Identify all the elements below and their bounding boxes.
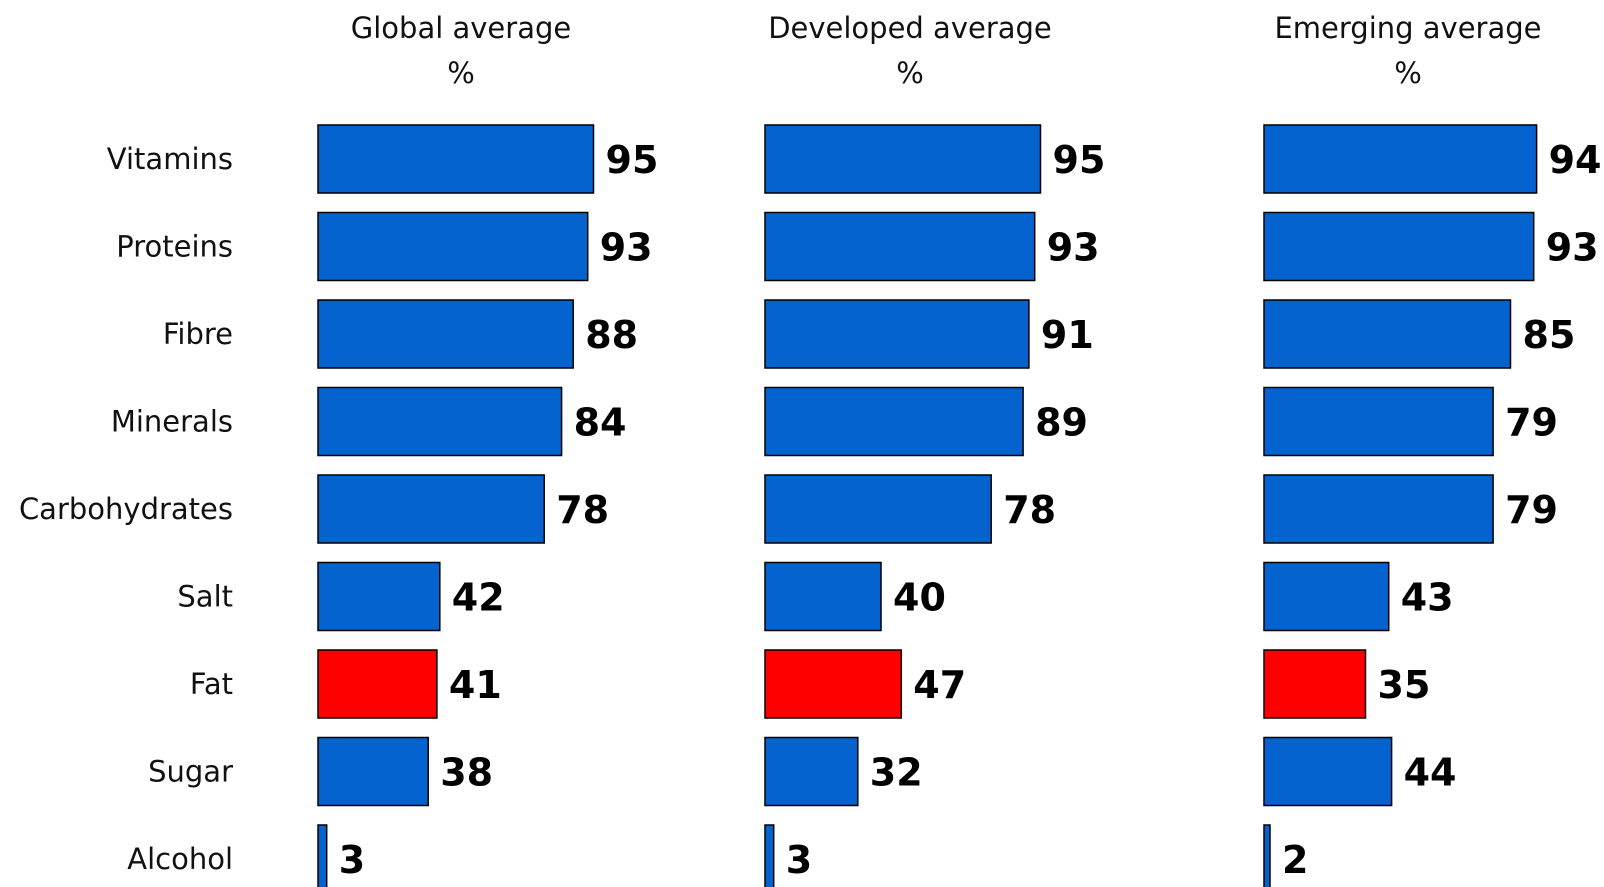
value-label-developed-average-proteins: 93 — [1047, 226, 1100, 270]
value-label-developed-average-minerals: 89 — [1035, 401, 1088, 445]
value-label-emerging-average-minerals: 79 — [1505, 401, 1558, 445]
bar-global-average-alcohol — [317, 824, 328, 887]
bar-global-average-salt — [317, 561, 441, 632]
panel-emerging-average: Emerging average% 94 93 85 79 79 43 35 44 2 — [1263, 11, 1602, 887]
bar-emerging-average-proteins — [1263, 211, 1535, 282]
category-label-fibre: Fibre — [163, 317, 233, 351]
bar-global-average-minerals — [317, 386, 563, 457]
value-label-global-average-salt: 42 — [452, 576, 505, 620]
value-label-emerging-average-sugar: 44 — [1404, 751, 1457, 795]
bar-global-average-vitamins — [317, 124, 595, 194]
value-label-developed-average-salt: 40 — [893, 576, 946, 620]
value-label-emerging-average-vitamins: 94 — [1549, 138, 1602, 182]
category-label-alcohol: Alcohol — [127, 842, 233, 876]
bar-global-average-sugar — [317, 736, 429, 807]
category-label-salt: Salt — [177, 580, 233, 614]
panel-title-developed-average: Developed average — [768, 11, 1052, 45]
value-label-global-average-vitamins: 95 — [606, 138, 659, 182]
value-label-developed-average-fat: 47 — [913, 663, 966, 707]
category-label-vitamins: Vitamins — [107, 142, 233, 176]
bar-emerging-average-fibre — [1263, 299, 1512, 369]
bar-developed-average-vitamins — [764, 124, 1042, 194]
value-label-global-average-alcohol: 3 — [339, 838, 365, 882]
category-label-fat: Fat — [190, 667, 233, 701]
bar-emerging-average-minerals — [1263, 386, 1494, 457]
bar-global-average-fat — [317, 649, 438, 719]
value-label-global-average-proteins: 93 — [600, 226, 653, 270]
value-label-emerging-average-proteins: 93 — [1546, 226, 1599, 270]
value-label-developed-average-sugar: 32 — [870, 751, 923, 795]
bar-emerging-average-vitamins — [1263, 124, 1538, 194]
bar-developed-average-alcohol — [764, 824, 775, 887]
bar-emerging-average-fat — [1263, 649, 1367, 719]
panel-unit-developed-average: % — [896, 56, 924, 90]
bar-developed-average-fibre — [764, 299, 1030, 369]
value-label-emerging-average-fibre: 85 — [1523, 313, 1576, 357]
bar-emerging-average-alcohol — [1263, 824, 1271, 887]
bar-developed-average-sugar — [764, 736, 859, 807]
value-label-developed-average-vitamins: 95 — [1053, 138, 1106, 182]
value-label-global-average-fibre: 88 — [585, 313, 638, 357]
bar-developed-average-fat — [764, 649, 903, 719]
value-label-developed-average-alcohol: 3 — [786, 838, 812, 882]
value-label-emerging-average-alcohol: 2 — [1282, 838, 1308, 882]
value-label-emerging-average-carbohydrates: 79 — [1505, 488, 1558, 532]
category-label-carbohydrates: Carbohydrates — [19, 492, 233, 526]
bar-developed-average-minerals — [764, 386, 1024, 457]
bar-global-average-carbohydrates — [317, 474, 545, 544]
bar-developed-average-carbohydrates — [764, 474, 992, 544]
bar-global-average-fibre — [317, 299, 574, 369]
value-label-global-average-sugar: 38 — [440, 751, 493, 795]
panel-title-global-average: Global average — [351, 11, 571, 45]
value-label-global-average-minerals: 84 — [574, 401, 627, 445]
value-label-global-average-carbohydrates: 78 — [556, 488, 609, 532]
bar-emerging-average-salt — [1263, 561, 1390, 632]
bar-emerging-average-carbohydrates — [1263, 474, 1494, 544]
panel-global-average: Global average% 95 93 88 84 78 42 41 38 3 — [317, 11, 659, 887]
bar-developed-average-salt — [764, 561, 882, 632]
bar-global-average-proteins — [317, 211, 589, 282]
category-label-sugar: Sugar — [148, 755, 233, 789]
category-label-minerals: Minerals — [111, 405, 233, 439]
panel-title-emerging-average: Emerging average — [1274, 11, 1541, 45]
bar-emerging-average-sugar — [1263, 736, 1393, 807]
value-label-emerging-average-fat: 35 — [1378, 663, 1431, 707]
panel-unit-emerging-average: % — [1394, 56, 1422, 90]
value-label-global-average-fat: 41 — [449, 663, 502, 707]
value-label-emerging-average-salt: 43 — [1401, 576, 1454, 620]
value-label-developed-average-carbohydrates: 78 — [1003, 488, 1056, 532]
bar-developed-average-proteins — [764, 211, 1036, 282]
value-label-developed-average-fibre: 91 — [1041, 313, 1094, 357]
category-label-proteins: Proteins — [116, 230, 233, 264]
panel-unit-global-average: % — [447, 56, 475, 90]
panel-developed-average: Developed average% 95 93 91 89 78 40 47 32 3 — [764, 11, 1106, 887]
